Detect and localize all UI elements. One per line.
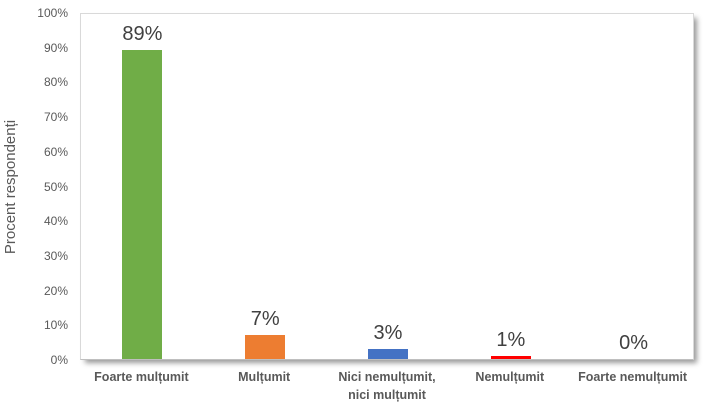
bar-slot: 1%	[449, 14, 572, 359]
y-tick-label: 100%	[37, 6, 68, 20]
bar	[245, 334, 286, 359]
y-tick-label: 30%	[43, 248, 68, 263]
x-category-label: Foarte nemulțumit	[578, 370, 688, 384]
bar-slot: 7%	[204, 14, 327, 359]
bar-slot: 3%	[327, 14, 450, 359]
y-tick-label: 90%	[43, 40, 68, 55]
bar	[122, 50, 163, 359]
bar-data-label: 3%	[373, 321, 403, 344]
x-category-label: Nici nemulțumit, nici mulțumit	[338, 370, 436, 402]
bar-data-label: 1%	[496, 328, 526, 351]
y-tick-label: 20%	[43, 283, 68, 298]
y-tick-label: 70%	[43, 110, 68, 125]
x-axis-labels: Foarte mulțumit Mulțumit Nici nemulțumit, …	[80, 368, 694, 410]
bar	[367, 348, 408, 359]
y-tick-label: 40%	[43, 214, 68, 229]
y-tick-label: 80%	[43, 75, 68, 90]
bar-data-label: 0%	[619, 332, 649, 354]
bar-data-label: 89%	[122, 23, 163, 46]
y-tick-label: 0%	[50, 353, 68, 367]
bar	[490, 355, 531, 359]
bar-data-label: 7%	[250, 307, 280, 330]
x-category-label: Nemulțumit	[475, 370, 545, 384]
bar-slot: 0%	[572, 14, 695, 359]
plot-area: 89% 7% 3% 1% 0%	[80, 13, 694, 360]
x-category-label: Foarte mulțumit	[94, 370, 189, 384]
y-tick-label: 60%	[43, 144, 68, 159]
bar-slot: 89%	[81, 14, 204, 359]
y-tick-label: 50%	[43, 179, 68, 194]
x-category-label: Mulțumit	[238, 370, 291, 384]
y-tick-label: 10%	[43, 318, 68, 333]
